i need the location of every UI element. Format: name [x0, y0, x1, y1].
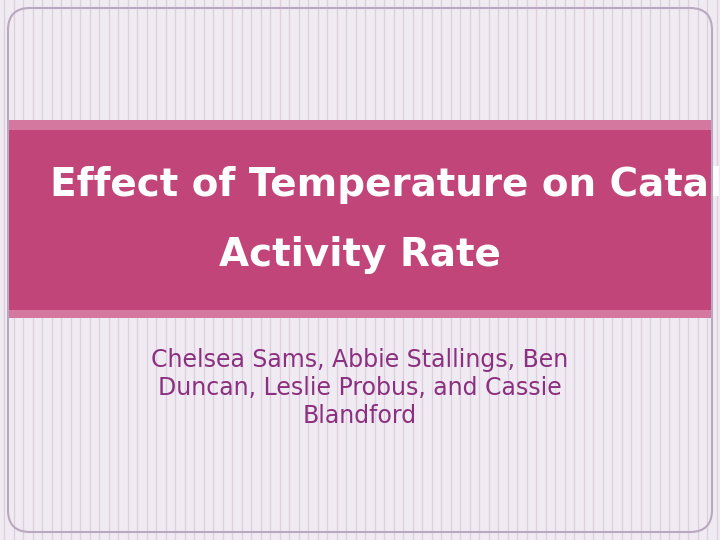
Text: Activity Rate: Activity Rate [219, 236, 501, 274]
Bar [8, 120, 712, 130]
Text: Duncan, Leslie Probus, and Cassie: Duncan, Leslie Probus, and Cassie [158, 376, 562, 400]
Text: Chelsea Sams, Abbie Stallings, Ben: Chelsea Sams, Abbie Stallings, Ben [151, 348, 569, 372]
Text: Effect of Temperature on Catalase: Effect of Temperature on Catalase [50, 166, 720, 204]
Text: Blandford: Blandford [303, 404, 417, 428]
Bar [8, 308, 712, 318]
Bar [8, 130, 712, 310]
